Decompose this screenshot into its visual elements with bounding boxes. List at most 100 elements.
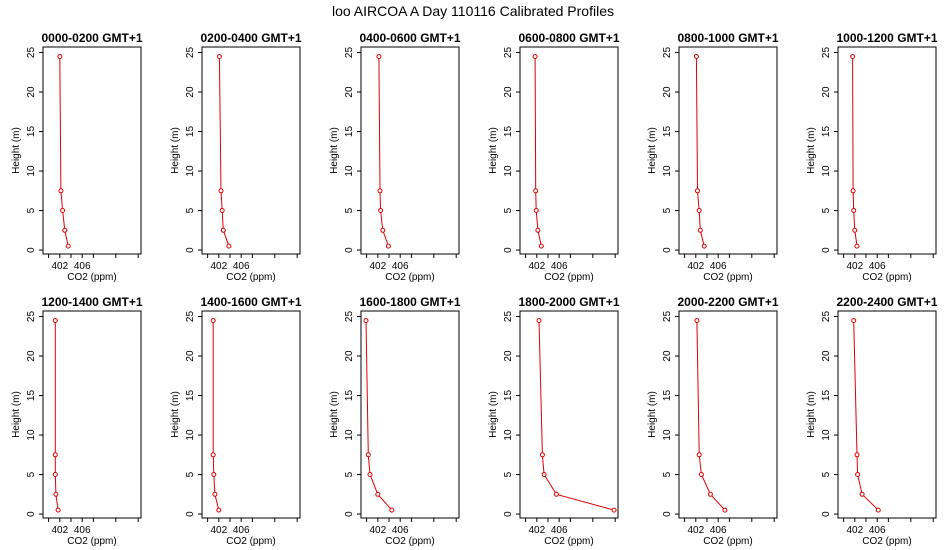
panel-8-xtick-label: 402 xyxy=(210,525,227,536)
panel-6-title: 1000-1200 GMT+1 xyxy=(836,31,937,45)
panel-7-title: 1200-1400 GMT+1 xyxy=(41,295,142,309)
panel-12-ytick-label: 5 xyxy=(821,471,832,477)
panel-3-ytick-label: 10 xyxy=(344,165,355,177)
panel-11-xlabel: CO2 (ppm) xyxy=(703,536,752,547)
panel-12-xtick-label: 402 xyxy=(846,525,863,536)
panel-6-ytick-label: 0 xyxy=(821,247,832,253)
panel-11-xtick-label: 406 xyxy=(710,525,727,536)
panel-2-ytick-label: 15 xyxy=(185,126,196,138)
panel-12-data-point xyxy=(854,452,860,458)
panel-2-data-point xyxy=(219,208,225,213)
panel-7-ylabel: Height (m) xyxy=(11,391,22,438)
panel-7-profile-line xyxy=(54,320,59,511)
panel-10-plot-frame xyxy=(519,310,619,519)
panel-11-ylabel: Height (m) xyxy=(647,391,658,438)
panel-12-profile-line xyxy=(853,320,879,511)
panel-10-ytick-label: 25 xyxy=(503,311,514,323)
panel-2-data-point xyxy=(218,188,224,194)
panel-10-data-point xyxy=(611,507,617,513)
panel-9-data-point xyxy=(363,318,369,323)
panel-9-data-point xyxy=(375,491,381,497)
panel-1-profile-line xyxy=(59,56,69,247)
panel-9-plot-frame xyxy=(360,310,460,519)
panel-5-data-point xyxy=(693,54,699,59)
panel-7-data-point xyxy=(52,472,58,477)
panel-1-ytick-label: 10 xyxy=(26,165,37,177)
panel-2-ytick-label: 0 xyxy=(185,247,196,253)
panel-6-ytick-label: 25 xyxy=(821,47,832,59)
panel-1-ytick-label: 0 xyxy=(26,247,37,253)
panel-6-profile-line xyxy=(852,56,858,247)
panel-5-xtick-label: 406 xyxy=(710,261,727,272)
panel-2-plot-frame xyxy=(201,46,301,255)
panel-4-ytick-label: 10 xyxy=(503,165,514,177)
panel-2-ylabel: Height (m) xyxy=(170,127,181,174)
panel-9-ytick-label: 5 xyxy=(344,471,355,477)
panel-12-title: 2200-2400 GMT+1 xyxy=(836,295,937,309)
panel-4-ytick-label: 20 xyxy=(503,86,514,98)
panel-5-plot-frame xyxy=(678,46,778,255)
panel-4-data-point xyxy=(533,208,539,213)
panel-5-ytick-label: 0 xyxy=(662,247,673,253)
panel-10-ytick-label: 10 xyxy=(503,429,514,441)
panel-2-data-point xyxy=(226,243,232,249)
panel-7-ytick-label: 5 xyxy=(26,471,37,477)
panel-3-ytick-label: 15 xyxy=(344,126,355,138)
panel-12-ylabel: Height (m) xyxy=(806,391,817,438)
panel-7-data-point xyxy=(52,452,58,458)
panel-6-ytick-label: 15 xyxy=(821,126,832,138)
panel-7-ytick-label: 20 xyxy=(26,350,37,362)
panel-1-data-point xyxy=(65,243,71,249)
panel-9-xtick-label: 406 xyxy=(392,525,409,536)
panel-2-xtick-label: 406 xyxy=(233,261,250,272)
panel-6-ytick-label: 10 xyxy=(821,165,832,177)
panel-9-ytick-label: 20 xyxy=(344,350,355,362)
panel-10-ytick-label: 0 xyxy=(503,511,514,517)
panel-6-data-point xyxy=(852,227,858,233)
panel-9-title: 1600-1800 GMT+1 xyxy=(359,295,460,309)
panel-4-xlabel: CO2 (ppm) xyxy=(544,272,593,283)
panel-11-data-point xyxy=(698,472,704,477)
panel-5-xlabel: CO2 (ppm) xyxy=(703,272,752,283)
panel-8-plot-frame xyxy=(201,310,301,519)
panel-3-data-point xyxy=(378,208,384,213)
panel-12-xtick-label: 406 xyxy=(869,525,886,536)
panel-12-data-point xyxy=(875,507,881,513)
panel-4-xtick-label: 402 xyxy=(528,261,545,272)
panel-1-plot-frame xyxy=(42,46,142,255)
panel-4-title: 0600-0800 GMT+1 xyxy=(518,31,619,45)
panel-5-data-point xyxy=(697,227,703,233)
panel-2-data-point xyxy=(220,227,226,233)
panel-3-ytick-label: 5 xyxy=(344,207,355,213)
panel-6-ylabel: Height (m) xyxy=(806,127,817,174)
panel-12-ytick-label: 0 xyxy=(821,511,832,517)
panel-5-xtick-label: 402 xyxy=(687,261,704,272)
panel-2-ytick-label: 25 xyxy=(185,47,196,59)
panel-12-data-point xyxy=(859,491,865,497)
panel-8-ytick-label: 25 xyxy=(185,311,196,323)
panel-12-ytick-label: 10 xyxy=(821,429,832,441)
panel-10-ytick-label: 20 xyxy=(503,350,514,362)
panel-1-title: 0000-0200 GMT+1 xyxy=(41,31,142,45)
panel-6-ytick-label: 20 xyxy=(821,86,832,98)
panel-7-ytick-label: 15 xyxy=(26,390,37,402)
panel-9-ytick-label: 0 xyxy=(344,511,355,517)
panel-12-ytick-label: 25 xyxy=(821,311,832,323)
panel-6-plot-frame xyxy=(837,46,937,255)
panel-8-xtick-label: 406 xyxy=(233,525,250,536)
panel-6-xlabel: CO2 (ppm) xyxy=(862,272,911,283)
panel-1-ytick-label: 15 xyxy=(26,126,37,138)
panel-7-data-point xyxy=(52,318,58,323)
panel-5-data-point xyxy=(695,188,700,194)
panel-1-ytick-label: 25 xyxy=(26,47,37,59)
panel-8-ylabel: Height (m) xyxy=(170,391,181,438)
